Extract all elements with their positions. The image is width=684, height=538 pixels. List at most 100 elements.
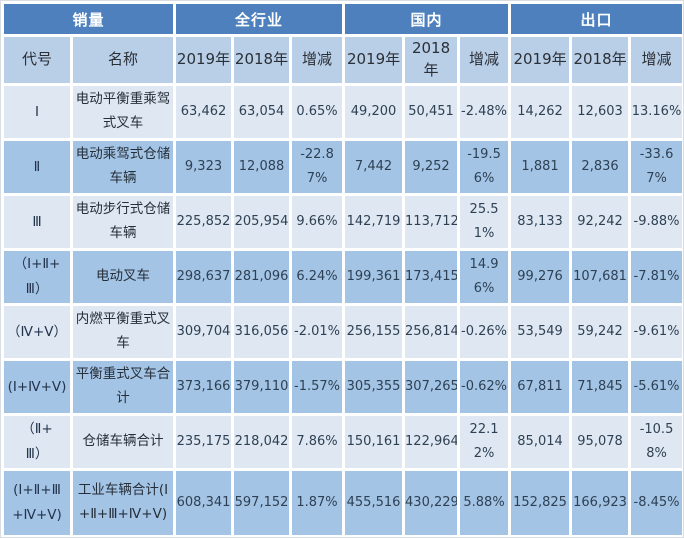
cell-export-2019: 53,549 — [511, 306, 570, 358]
cell-domestic-change: 14.9 6% — [460, 251, 509, 303]
row-name: 工业车辆合计(Ⅰ +Ⅱ+Ⅲ+Ⅳ+Ⅴ) — [73, 471, 174, 535]
header-industry-change: 增减 — [292, 37, 343, 83]
cell-export-2018: 95,078 — [572, 416, 629, 468]
cell-export-2019: 99,276 — [511, 251, 570, 303]
header-industry-2019: 2019年 — [176, 37, 232, 83]
header-code: 代号 — [4, 37, 70, 83]
cell-export-change: -33.6 7% — [631, 141, 683, 193]
cell-export-change: -5.61% — [631, 361, 683, 413]
cell-domestic-2019: 455,516 — [345, 471, 403, 535]
cell-industry-2018: 218,042 — [234, 416, 290, 468]
cell-export-2019: 1,881 — [511, 141, 570, 193]
cell-export-2018: 166,923 — [572, 471, 629, 535]
cell-export-change: -7.81% — [631, 251, 683, 303]
row-name: 电动乘驾式仓储 车辆 — [73, 141, 174, 193]
row-code: Ⅱ — [4, 141, 70, 193]
cell-export-2019: 85,014 — [511, 416, 570, 468]
cell-industry-2018: 63,054 — [234, 86, 290, 138]
cell-industry-2019: 309,704 — [176, 306, 232, 358]
cell-domestic-2018: 173,415 — [405, 251, 458, 303]
cell-domestic-2018: 9,252 — [405, 141, 458, 193]
row-name: 仓储车辆合计 — [73, 416, 174, 468]
cell-industry-change: 1.87% — [292, 471, 343, 535]
cell-domestic-2019: 199,361 — [345, 251, 403, 303]
table-row: (Ⅰ+Ⅱ+Ⅲ +Ⅳ+Ⅴ) 工业车辆合计(Ⅰ +Ⅱ+Ⅲ+Ⅳ+Ⅴ) 608,341 … — [4, 471, 683, 535]
row-name: 平衡重式叉车合 计 — [73, 361, 174, 413]
cell-industry-2019: 298,637 — [176, 251, 232, 303]
cell-domestic-change: -0.62% — [460, 361, 509, 413]
row-code: （Ⅳ+Ⅴ） — [4, 306, 70, 358]
cell-industry-2019: 225,852 — [176, 196, 232, 248]
row-name: 电动平衡重乘驾 式叉车 — [73, 86, 174, 138]
row-code: （Ⅰ+Ⅱ+ Ⅲ） — [4, 251, 70, 303]
table-row: Ⅰ 电动平衡重乘驾 式叉车 63,462 63,054 0.65% 49,200… — [4, 86, 683, 138]
cell-industry-change: -1.57% — [292, 361, 343, 413]
cell-domestic-2019: 142,719 — [345, 196, 403, 248]
cell-export-2019: 67,811 — [511, 361, 570, 413]
table-row: （Ⅰ+Ⅱ+ Ⅲ） 电动叉车 298,637 281,096 6.24% 199,… — [4, 251, 683, 303]
table-row: （Ⅱ+ Ⅲ） 仓储车辆合计 235,175 218,042 7.86% 150,… — [4, 416, 683, 468]
cell-domestic-change: -19.5 6% — [460, 141, 509, 193]
cell-industry-change: -22.8 7% — [292, 141, 343, 193]
cell-industry-change: 7.86% — [292, 416, 343, 468]
cell-domestic-2019: 305,355 — [345, 361, 403, 413]
header-sales: 销量 — [4, 4, 174, 34]
cell-domestic-2018: 430,229 — [405, 471, 458, 535]
cell-domestic-2019: 150,161 — [345, 416, 403, 468]
cell-domestic-change: 5.88% — [460, 471, 509, 535]
row-code: (Ⅰ+Ⅱ+Ⅲ +Ⅳ+Ⅴ) — [4, 471, 70, 535]
row-name: 电动叉车 — [73, 251, 174, 303]
cell-domestic-2019: 49,200 — [345, 86, 403, 138]
cell-domestic-2018: 307,265 — [405, 361, 458, 413]
cell-domestic-change: -2.48% — [460, 86, 509, 138]
header-domestic-2019: 2019年 — [345, 37, 403, 83]
row-code: Ⅲ — [4, 196, 70, 248]
cell-industry-2018: 316,056 — [234, 306, 290, 358]
header-industry-2018: 2018年 — [234, 37, 290, 83]
cell-domestic-2019: 256,155 — [345, 306, 403, 358]
row-name: 电动步行式仓储 车辆 — [73, 196, 174, 248]
row-code: （Ⅱ+ Ⅲ） — [4, 416, 70, 468]
cell-domestic-2018: 256,814 — [405, 306, 458, 358]
cell-industry-change: -2.01% — [292, 306, 343, 358]
cell-domestic-2018: 122,964 — [405, 416, 458, 468]
cell-export-change: -9.88% — [631, 196, 683, 248]
cell-industry-change: 0.65% — [292, 86, 343, 138]
cell-export-change: -10.5 8% — [631, 416, 683, 468]
table-row: Ⅲ 电动步行式仓储 车辆 225,852 205,954 9.66% 142,7… — [4, 196, 683, 248]
cell-export-2018: 2,836 — [572, 141, 629, 193]
cell-domestic-change: 22.1 2% — [460, 416, 509, 468]
header-domestic: 国内 — [345, 4, 509, 34]
cell-industry-2019: 608,341 — [176, 471, 232, 535]
cell-industry-2019: 63,462 — [176, 86, 232, 138]
cell-export-change: -8.45% — [631, 471, 683, 535]
table-row: (Ⅰ+Ⅳ+Ⅴ) 平衡重式叉车合 计 373,166 379,110 -1.57%… — [4, 361, 683, 413]
cell-domestic-2018: 50,451 — [405, 86, 458, 138]
table-row: Ⅱ 电动乘驾式仓储 车辆 9,323 12,088 -22.8 7% 7,442… — [4, 141, 683, 193]
cell-export-2018: 71,845 — [572, 361, 629, 413]
header-export: 出口 — [511, 4, 683, 34]
header-export-2018: 2018年 — [572, 37, 629, 83]
cell-industry-2019: 373,166 — [176, 361, 232, 413]
cell-industry-2019: 235,175 — [176, 416, 232, 468]
cell-industry-change: 9.66% — [292, 196, 343, 248]
header-export-change: 增减 — [631, 37, 683, 83]
row-code: (Ⅰ+Ⅳ+Ⅴ) — [4, 361, 70, 413]
cell-industry-2018: 379,110 — [234, 361, 290, 413]
cell-industry-2018: 12,088 — [234, 141, 290, 193]
row-name: 内燃平衡重式叉 车 — [73, 306, 174, 358]
header-name: 名称 — [73, 37, 174, 83]
cell-export-2018: 12,603 — [572, 86, 629, 138]
cell-export-2018: 107,681 — [572, 251, 629, 303]
header-domestic-change: 增减 — [460, 37, 509, 83]
cell-industry-2018: 281,096 — [234, 251, 290, 303]
cell-export-2019: 83,133 — [511, 196, 570, 248]
cell-domestic-change: -0.26% — [460, 306, 509, 358]
cell-domestic-2018: 113,712 — [405, 196, 458, 248]
cell-export-2018: 92,242 — [572, 196, 629, 248]
group-header-row: 销量 全行业 国内 出口 — [4, 4, 683, 34]
cell-export-change: 13.16% — [631, 86, 683, 138]
cell-industry-change: 6.24% — [292, 251, 343, 303]
